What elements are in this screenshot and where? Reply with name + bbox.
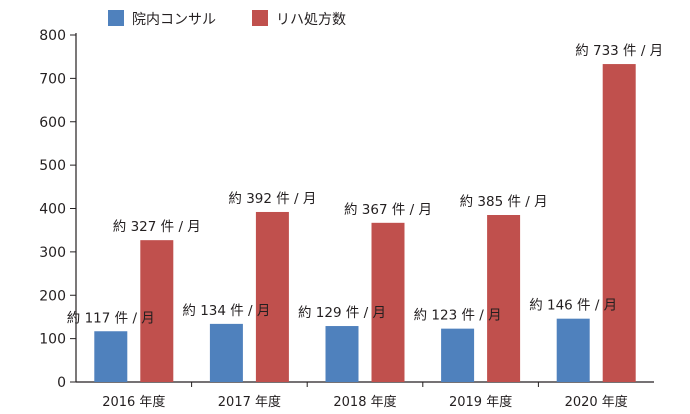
bar-rehab [602,64,636,382]
bar-consult [325,326,359,382]
bar-consult [209,323,243,382]
bars [94,64,636,382]
data-label: 約 385 件 / 月 [460,194,548,210]
x-tick-label: 2018 年度 [333,394,396,410]
y-tick-label: 0 [57,375,66,391]
legend: 院内コンサル リハ処方数 [108,10,346,28]
y-tick-label: 700 [39,71,66,87]
legend-swatch-consult [108,10,124,26]
x-tick-label: 2019 年度 [449,394,512,410]
axes: 0 100 200 300 400 500 600 700 800 2016 年度 2017 年度 2… [39,28,654,410]
bar-rehab [140,240,174,382]
data-label: 約 117 件 / 月 [67,310,155,326]
legend-label-rehab: リハ処方数 [276,12,346,28]
data-label: 約 129 件 / 月 [298,305,386,321]
y-tick-label: 800 [39,28,66,44]
y-tick-label: 100 [39,332,66,348]
data-label: 約 134 件 / 月 [182,303,270,319]
x-tick-label: 2020 年度 [565,394,628,410]
data-label: 約 367 件 / 月 [344,202,432,218]
data-label: 約 392 件 / 月 [228,191,316,207]
x-tick-label: 2017 年度 [218,394,281,410]
bar-consult [556,318,590,382]
bar-consult [94,331,128,382]
y-tick-label: 600 [39,115,66,131]
data-label: 約 733 件 / 月 [575,43,663,59]
legend-label-consult: 院内コンサル [132,12,216,28]
bar-rehab [371,222,405,382]
y-tick-label: 500 [39,158,66,174]
data-label: 約 123 件 / 月 [414,308,502,324]
bar-rehab [487,215,521,382]
data-label: 約 327 件 / 月 [113,219,201,235]
data-label: 約 146 件 / 月 [529,298,617,314]
y-tick-label: 300 [39,245,66,261]
bar-rehab [255,211,289,382]
data-labels: 約 117 件 / 月 約 327 件 / 月約 134 件 / 月 約 392 件… [67,43,663,326]
legend-swatch-rehab [252,10,268,26]
bar-consult [441,328,475,382]
x-tick-label: 2016 年度 [102,394,165,410]
y-tick-label: 400 [39,202,66,218]
y-tick-label: 200 [39,288,66,304]
